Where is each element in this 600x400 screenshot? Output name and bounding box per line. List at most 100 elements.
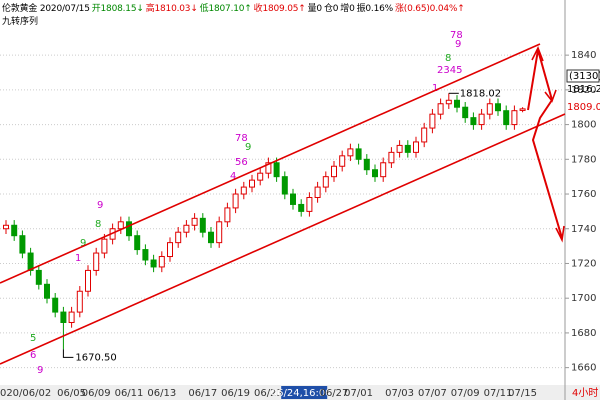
header-part: 涨(0.65)0.04%↑	[395, 4, 465, 14]
x-tick-label: 06/19	[221, 388, 250, 399]
candle-body	[331, 165, 337, 178]
header-part: 振0.16%	[356, 4, 394, 14]
candle-body	[281, 176, 288, 195]
candle-body	[191, 217, 198, 226]
candle-body	[257, 172, 264, 181]
candle-body	[52, 297, 59, 313]
drawings	[0, 43, 566, 365]
x-tick-label: 06/05	[57, 388, 86, 399]
x-tick-label: 06/24,16:00	[271, 388, 332, 399]
candle-body	[306, 197, 313, 212]
candle-body	[240, 186, 247, 195]
candle-body	[421, 127, 428, 143]
candle-body	[199, 217, 206, 233]
candle-body	[363, 158, 370, 171]
period-label: 4小时	[572, 387, 598, 399]
candle-body	[265, 162, 272, 174]
crosshair-label-bg	[281, 386, 328, 399]
candle-body	[150, 259, 157, 268]
candle-body	[167, 242, 173, 258]
sequence-label: 5	[30, 333, 36, 344]
sequence-label: 1	[75, 253, 81, 264]
path-arrows	[527, 49, 563, 239]
x-tick-label: 06/17	[188, 388, 217, 399]
x-tick-label: 06/11	[115, 388, 144, 399]
candle-body	[158, 256, 165, 268]
x-tick-label: 07/01	[344, 388, 373, 399]
sequence-label: 78	[235, 133, 248, 144]
candle-body	[380, 162, 387, 178]
sequence-label: 8	[445, 53, 451, 64]
candle-body	[462, 106, 469, 119]
candle-body	[232, 193, 239, 209]
sequence-label: 56	[235, 157, 248, 168]
candle-body	[298, 203, 305, 212]
x-tick-label: 07/03	[385, 388, 414, 399]
header-part: 收1809.05↑	[253, 4, 306, 14]
candle-body	[445, 99, 452, 105]
candle-body	[322, 176, 329, 188]
candle-body	[142, 249, 149, 261]
sequence-label: 4	[230, 171, 236, 182]
candle-body	[44, 283, 50, 299]
indicator-name: 九转序列	[2, 17, 39, 27]
sequence-label: 1	[432, 83, 438, 94]
sequence-label: 8	[95, 219, 101, 230]
candle-body	[3, 224, 9, 230]
y-tick-label: 1760	[571, 189, 596, 200]
x-tick-label: 2020/06/02	[0, 388, 51, 399]
candle-body	[503, 110, 510, 126]
candle-body	[314, 186, 321, 198]
header-part: 仓0	[323, 4, 339, 14]
candle-body	[175, 231, 182, 244]
y-tick-label: 1820	[571, 85, 596, 96]
header-part: 伦敦黄金 2020/07/15	[2, 4, 90, 14]
candle-body	[372, 169, 378, 178]
header-part: 增0	[340, 4, 355, 14]
candle-body	[183, 224, 190, 233]
candle-body	[290, 193, 296, 205]
candle-body	[486, 103, 493, 115]
candle-body	[511, 110, 518, 126]
candle-body	[413, 141, 419, 153]
candle-body	[27, 252, 34, 271]
annotation: 1818.02	[460, 88, 501, 99]
candle-body	[478, 113, 485, 126]
candle-body	[249, 179, 255, 188]
sequence-label: 78	[450, 30, 463, 41]
last-price-bg	[566, 101, 600, 113]
candle-body	[339, 155, 346, 167]
candle-body	[126, 221, 132, 237]
sequence-label: 6	[30, 350, 36, 361]
candle-body	[224, 207, 231, 223]
y-tick-label: 1740	[571, 224, 596, 235]
y-tick-label: 1720	[571, 258, 596, 269]
header-part: 低1807.10↑	[199, 4, 252, 14]
candle-body	[134, 235, 141, 251]
sequence-label: 9	[80, 238, 86, 249]
candle-body	[495, 103, 501, 112]
candle-body	[429, 113, 436, 129]
header: 伦敦黄金 2020/07/15 开1808.15↓ 高1810.03↓ 低1807.1…	[2, 1, 467, 14]
y-tick-label: 1660	[571, 363, 596, 374]
x-tick-label: 06/23	[254, 388, 283, 399]
sequence-label: 9	[455, 39, 461, 50]
sequence-label: 9	[37, 365, 43, 376]
count-tag: (3130)	[569, 71, 600, 82]
sequence-label: 9	[245, 142, 251, 153]
candle-body	[396, 144, 403, 153]
candle-body	[93, 252, 100, 271]
candle-body	[216, 221, 223, 244]
count-box	[566, 69, 600, 83]
candle-body	[208, 231, 214, 244]
x-tick-label: 07/09	[451, 388, 480, 399]
line-price-tag: 1816.22	[567, 84, 600, 95]
annotation: 1670.50	[75, 352, 116, 363]
candle-body	[35, 269, 42, 285]
channel-upper	[0, 43, 541, 284]
candle-body	[355, 148, 362, 160]
candle-body	[68, 311, 75, 324]
x-tick-label: 07/15	[508, 388, 537, 399]
